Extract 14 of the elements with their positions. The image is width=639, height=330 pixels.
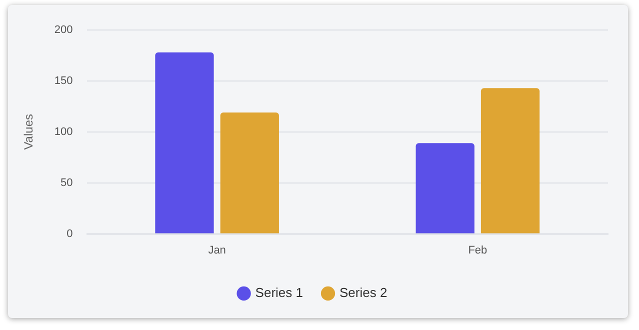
y-tick-label: 50: [60, 176, 73, 189]
y-tick-label: 150: [54, 74, 73, 87]
bar: [155, 52, 214, 234]
x-tick-label: Jan: [208, 244, 226, 256]
y-tick-label: 0: [66, 228, 73, 240]
x-tick-label: Feb: [468, 244, 488, 256]
legend-label: Series 1: [255, 285, 304, 300]
legend-label: Series 2: [340, 285, 388, 300]
bar: [480, 88, 540, 234]
y-tick-label: 100: [54, 126, 73, 138]
y-axis-title: Values: [22, 114, 36, 150]
y-tick-label: 200: [54, 24, 73, 36]
bar: [220, 112, 279, 234]
bar: [416, 143, 474, 234]
